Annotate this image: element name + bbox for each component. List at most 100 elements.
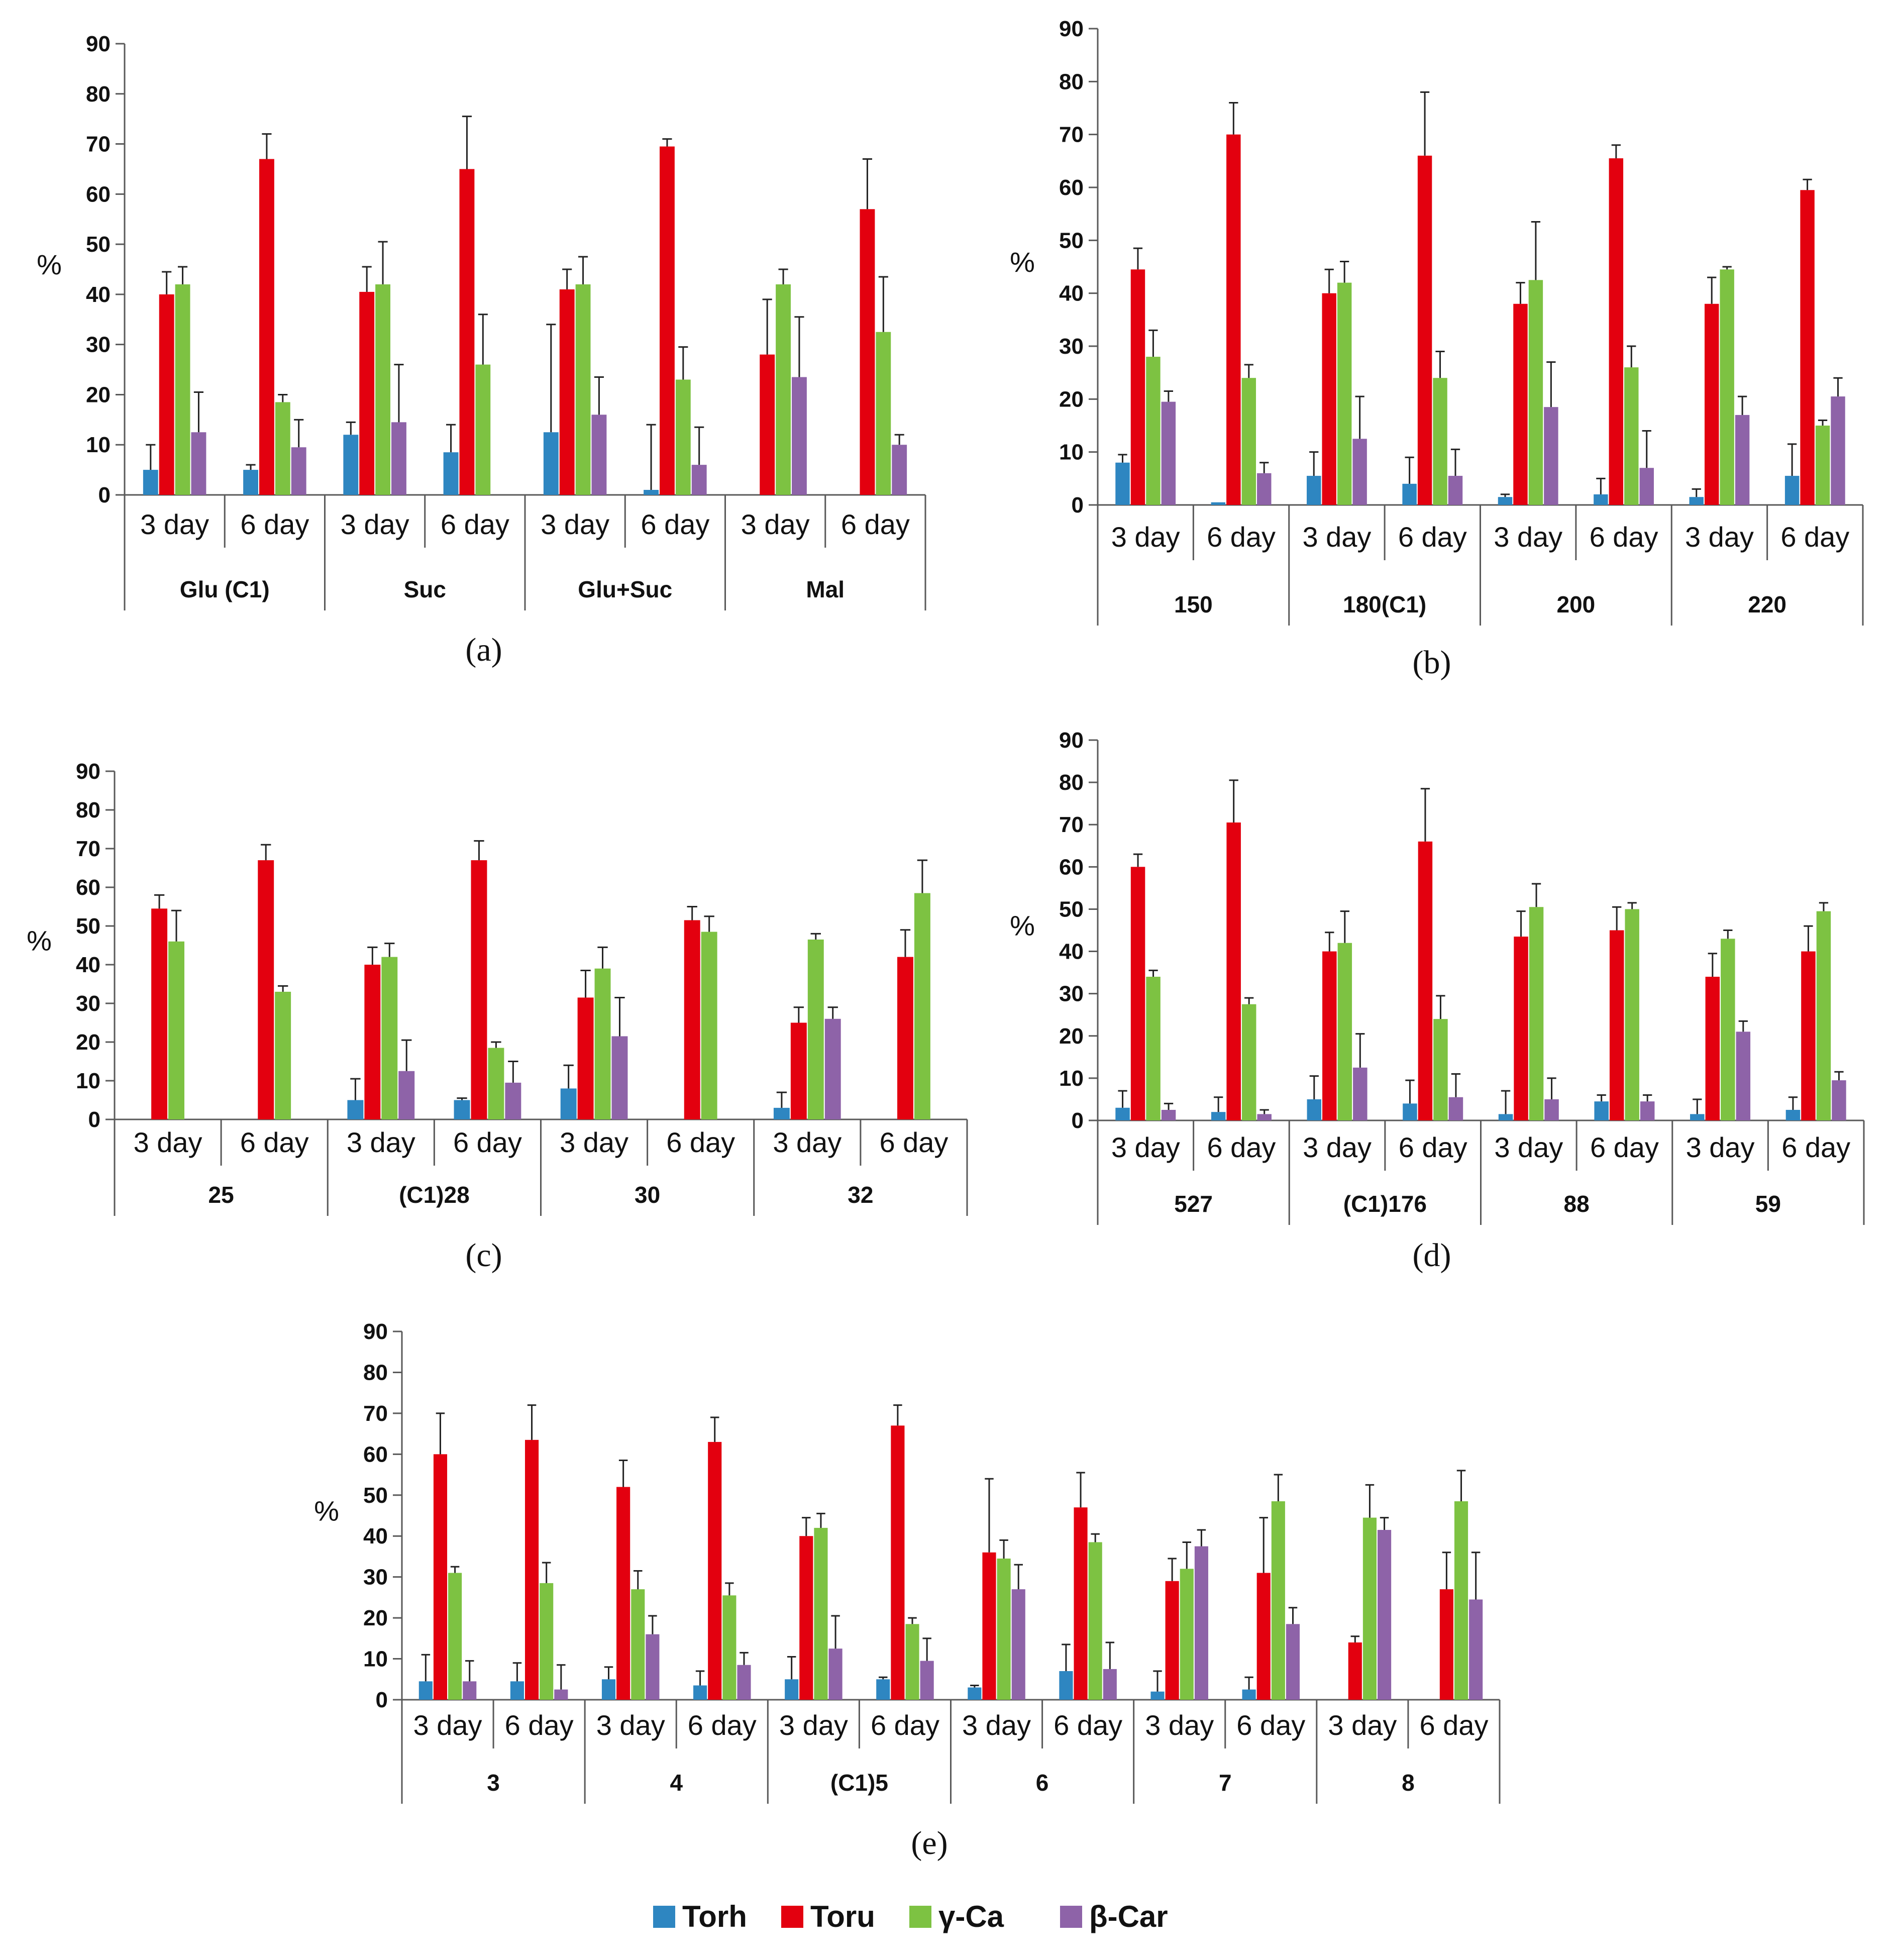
bar-γ-Ca	[1337, 282, 1352, 505]
bar-γ-Ca	[1529, 907, 1544, 1120]
group-label: 59	[1755, 1191, 1781, 1217]
bar-γ-Ca	[168, 941, 185, 1119]
bar-Torh	[418, 1681, 433, 1700]
category-label: 6 day	[453, 1126, 522, 1158]
legend-swatch-1	[781, 1906, 803, 1928]
y-tick-label: 40	[1059, 281, 1084, 306]
y-tick-label: 50	[76, 914, 100, 939]
bar-γ-Ca	[1271, 1501, 1285, 1700]
group-label: 200	[1557, 591, 1596, 617]
panel-label: (d)	[1413, 1237, 1451, 1274]
bar-Toru	[577, 997, 594, 1119]
bar-Toru	[1418, 841, 1433, 1120]
y-tick-label: 30	[1059, 334, 1084, 359]
bar-Toru	[790, 1022, 807, 1119]
chart-panel-1: 0 10 20 30 40 50 60 70 80 90% 150 3 day 6 day 180(C1)…	[1010, 17, 1864, 681]
category-label: 3 day	[1328, 1709, 1397, 1741]
bar-Torh	[343, 435, 359, 495]
bar-β-Car	[611, 1036, 628, 1119]
bar-γ-Ca	[814, 1527, 828, 1700]
y-axis-label: %	[37, 249, 62, 280]
category-label: 3 day	[347, 1126, 415, 1158]
bar-γ-Ca	[1816, 911, 1831, 1120]
bar-β-Car	[691, 465, 707, 495]
bar-Torh	[1594, 1101, 1609, 1120]
group-label: 32	[848, 1182, 873, 1208]
category-label: 6 day	[240, 1126, 309, 1158]
bar-β-Car	[828, 1648, 843, 1700]
category-label: 3 day	[1302, 521, 1371, 553]
bar-β-Car	[591, 415, 607, 495]
bar-β-Car	[1257, 1114, 1272, 1120]
y-tick-label: 0	[88, 1107, 100, 1132]
bar-β-Car	[824, 1018, 841, 1119]
group-label: Suc	[404, 576, 446, 602]
bar-Torh	[1211, 1112, 1226, 1120]
category-label: 3 day	[1303, 1131, 1372, 1163]
bar-Torh	[1211, 502, 1226, 505]
bar-Toru	[1800, 190, 1815, 505]
y-tick-label: 70	[363, 1401, 388, 1426]
bar-γ-Ca	[876, 332, 891, 495]
group-label: 30	[635, 1182, 660, 1208]
bar-γ-Ca	[575, 284, 591, 495]
panel-label: (a)	[465, 632, 502, 668]
group-label: 25	[208, 1182, 234, 1208]
bar-γ-Ca	[1454, 1501, 1468, 1700]
bar-γ-Ca	[675, 379, 691, 495]
bar-Toru	[799, 1536, 813, 1700]
bar-Torh	[601, 1679, 616, 1700]
y-tick-label: 10	[363, 1647, 388, 1672]
bar-Toru	[1074, 1507, 1088, 1700]
bar-γ-Ca	[807, 939, 824, 1119]
bar-Toru	[1609, 158, 1624, 505]
y-tick-label: 90	[363, 1319, 388, 1344]
y-tick-label: 60	[76, 875, 100, 900]
bar-γ-Ca	[905, 1624, 919, 1700]
category-label: 6 day	[1781, 1131, 1850, 1163]
y-tick-label: 60	[1059, 855, 1084, 879]
y-tick-label: 10	[1059, 440, 1084, 465]
bar-Torh	[1242, 1689, 1256, 1700]
bar-γ-Ca	[1362, 1517, 1377, 1700]
y-tick-label: 40	[363, 1524, 388, 1549]
y-tick-label: 20	[86, 382, 111, 407]
bar-Toru	[1801, 951, 1816, 1120]
y-tick-label: 0	[1072, 493, 1084, 518]
bar-Toru	[471, 860, 487, 1119]
bar-β-Car	[920, 1661, 934, 1700]
y-tick-label: 30	[76, 991, 100, 1016]
bar-Toru	[1348, 1642, 1362, 1700]
bar-γ-Ca	[1337, 943, 1352, 1120]
group-label: 3	[487, 1770, 500, 1796]
category-label: 6 day	[240, 508, 309, 540]
bar-Torh	[1059, 1671, 1073, 1700]
bar-β-Car	[1448, 1097, 1463, 1120]
y-tick-label: 10	[76, 1069, 100, 1093]
bar-Toru	[1226, 822, 1241, 1120]
y-tick-label: 90	[86, 32, 111, 56]
category-label: 6 day	[871, 1709, 939, 1741]
y-tick-label: 60	[1059, 175, 1084, 200]
legend-swatch-3	[1060, 1906, 1082, 1928]
bar-γ-Ca	[381, 957, 398, 1119]
category-label: 6 day	[1590, 521, 1658, 553]
group-label: 150	[1174, 591, 1213, 617]
bar-β-Car	[398, 1071, 415, 1119]
bar-Toru	[1439, 1589, 1453, 1700]
bar-γ-Ca	[475, 364, 491, 495]
category-label: 6 day	[1236, 1709, 1305, 1741]
bar-Toru	[760, 354, 775, 495]
y-tick-label: 20	[1059, 387, 1084, 411]
y-tick-label: 80	[1059, 69, 1084, 94]
bar-γ-Ca	[1241, 1004, 1256, 1120]
y-tick-label: 80	[363, 1360, 388, 1385]
y-tick-label: 40	[76, 953, 100, 977]
panel-label: (e)	[911, 1825, 948, 1862]
bar-Torh	[243, 470, 258, 495]
group-label: 8	[1402, 1770, 1415, 1796]
bar-γ-Ca	[1433, 1019, 1448, 1120]
group-label: 180(C1)	[1343, 591, 1426, 617]
bar-Torh	[876, 1679, 890, 1700]
